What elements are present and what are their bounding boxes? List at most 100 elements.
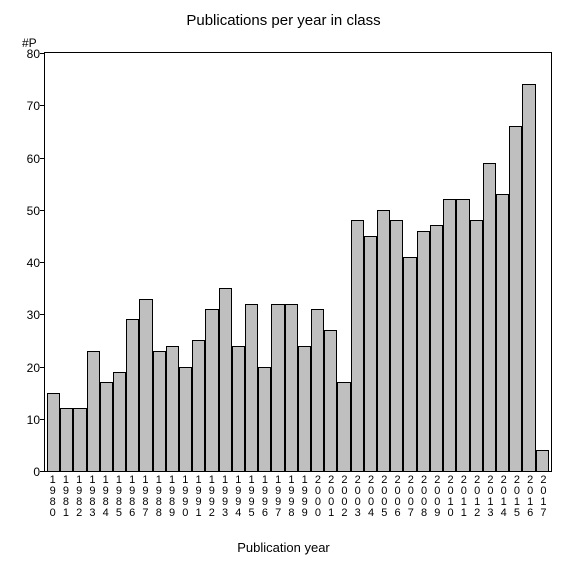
bar (100, 382, 113, 471)
bar (139, 299, 152, 471)
x-tick-label: 2015 (510, 473, 523, 533)
bar (470, 220, 483, 471)
bar (219, 288, 232, 471)
x-tick-label: 1990 (179, 473, 192, 533)
x-tick-label: 2007 (404, 473, 417, 533)
bar-slot (60, 53, 73, 471)
bar-slot (205, 53, 218, 471)
bar-slot (443, 53, 456, 471)
x-tick-label: 2009 (431, 473, 444, 533)
x-tick-label: 1986 (126, 473, 139, 533)
bar (60, 408, 73, 471)
bar-slot (113, 53, 126, 471)
bar (153, 351, 166, 471)
bar-slot (430, 53, 443, 471)
bar (166, 346, 179, 471)
x-tick-label: 2000 (311, 473, 324, 533)
x-tick-label: 2006 (391, 473, 404, 533)
bar-slot (232, 53, 245, 471)
bar (522, 84, 535, 471)
bar-slot (417, 53, 430, 471)
bar-slot (298, 53, 311, 471)
y-tick-label: 30 (0, 308, 40, 322)
bar (73, 408, 86, 471)
x-tick-label: 2004 (364, 473, 377, 533)
x-tick-label: 2003 (351, 473, 364, 533)
y-tick-label: 20 (0, 361, 40, 375)
bar (298, 346, 311, 471)
x-tick-label: 1994 (232, 473, 245, 533)
bar (87, 351, 100, 471)
x-tick-label: 2008 (417, 473, 430, 533)
y-tick-label: 40 (0, 256, 40, 270)
bar-slot (179, 53, 192, 471)
y-tick-label: 10 (0, 413, 40, 427)
bar-slot (364, 53, 377, 471)
bar (403, 257, 416, 471)
x-tick-label: 2010 (444, 473, 457, 533)
bar (258, 367, 271, 472)
bar-slot (522, 53, 535, 471)
x-tick-label: 1989 (165, 473, 178, 533)
bar-slot (271, 53, 284, 471)
bar (417, 231, 430, 471)
x-tick-label: 1991 (192, 473, 205, 533)
bar (311, 309, 324, 471)
bar (192, 340, 205, 471)
y-tick-label: 80 (0, 47, 40, 61)
y-tick-label: 0 (0, 465, 40, 479)
x-tick-label: 1980 (46, 473, 59, 533)
bar-slot (456, 53, 469, 471)
x-tick-label: 2017 (537, 473, 550, 533)
bar (47, 393, 60, 471)
y-tick-label: 60 (0, 152, 40, 166)
bar-slot (258, 53, 271, 471)
bar-slot (311, 53, 324, 471)
bar (483, 163, 496, 471)
bar-slot (126, 53, 139, 471)
bar-slot (377, 53, 390, 471)
bar-slot (153, 53, 166, 471)
bar (390, 220, 403, 471)
bar (456, 199, 469, 471)
x-tick-label: 2001 (325, 473, 338, 533)
bar-slot (139, 53, 152, 471)
x-tick-label: 1988 (152, 473, 165, 533)
bar-slot (403, 53, 416, 471)
x-axis-title: Publication year (0, 540, 567, 555)
bar (337, 382, 350, 471)
x-tick-label: 2014 (497, 473, 510, 533)
bar (271, 304, 284, 471)
bar-slot (351, 53, 364, 471)
bar (113, 372, 126, 471)
bar (377, 210, 390, 471)
bar-slot (100, 53, 113, 471)
x-tick-label: 1997 (272, 473, 285, 533)
bar (205, 309, 218, 471)
plot-area (44, 52, 552, 472)
bar (364, 236, 377, 471)
bar (443, 199, 456, 471)
y-ticks: 01020304050607080 (0, 52, 44, 472)
x-tick-label: 1985 (112, 473, 125, 533)
x-tick-label: 1998 (285, 473, 298, 533)
bar-slot (324, 53, 337, 471)
x-tick-label: 1984 (99, 473, 112, 533)
bar (324, 330, 337, 471)
x-tick-label: 1996 (258, 473, 271, 533)
bar-slot (536, 53, 549, 471)
x-tick-label: 2013 (484, 473, 497, 533)
x-tick-label: 2012 (471, 473, 484, 533)
y-tick-label: 50 (0, 204, 40, 218)
bar (536, 450, 549, 471)
bar-slot (219, 53, 232, 471)
bar (509, 126, 522, 471)
bar-slot (192, 53, 205, 471)
chart-title: Publications per year in class (0, 12, 567, 29)
bar-slot (509, 53, 522, 471)
x-tick-label: 1999 (298, 473, 311, 533)
bar-slot (87, 53, 100, 471)
bar (126, 319, 139, 471)
bar (285, 304, 298, 471)
x-tick-label: 2016 (524, 473, 537, 533)
